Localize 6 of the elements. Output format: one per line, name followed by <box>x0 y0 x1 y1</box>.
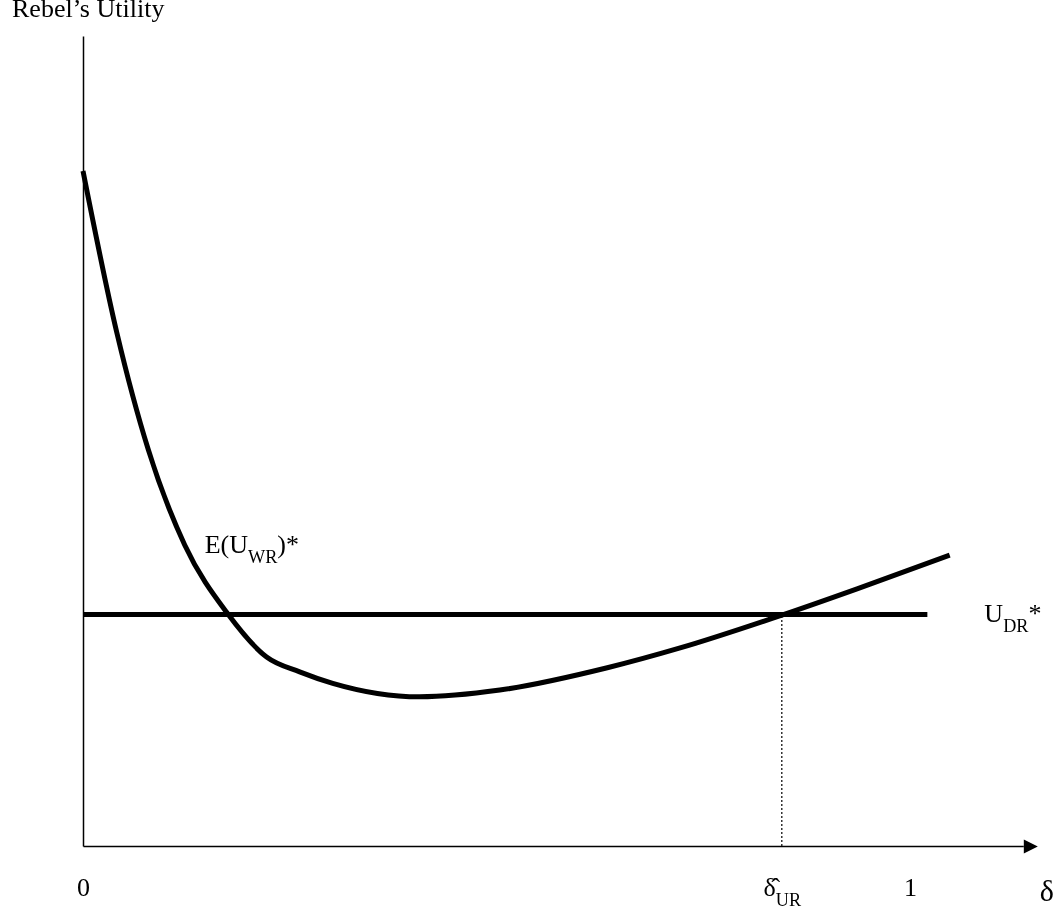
series-label: E(U$_{WR}$)* <box>204 529 300 567</box>
x-axis-title: δ <box>1039 873 1054 907</box>
x-tick-label: δ̂$_{UR}$ <box>763 872 802 910</box>
text: U$_{DR}$* <box>984 599 1042 637</box>
x-tick-label: 1 <box>904 872 917 902</box>
x-tick-label: 0 <box>77 872 90 902</box>
